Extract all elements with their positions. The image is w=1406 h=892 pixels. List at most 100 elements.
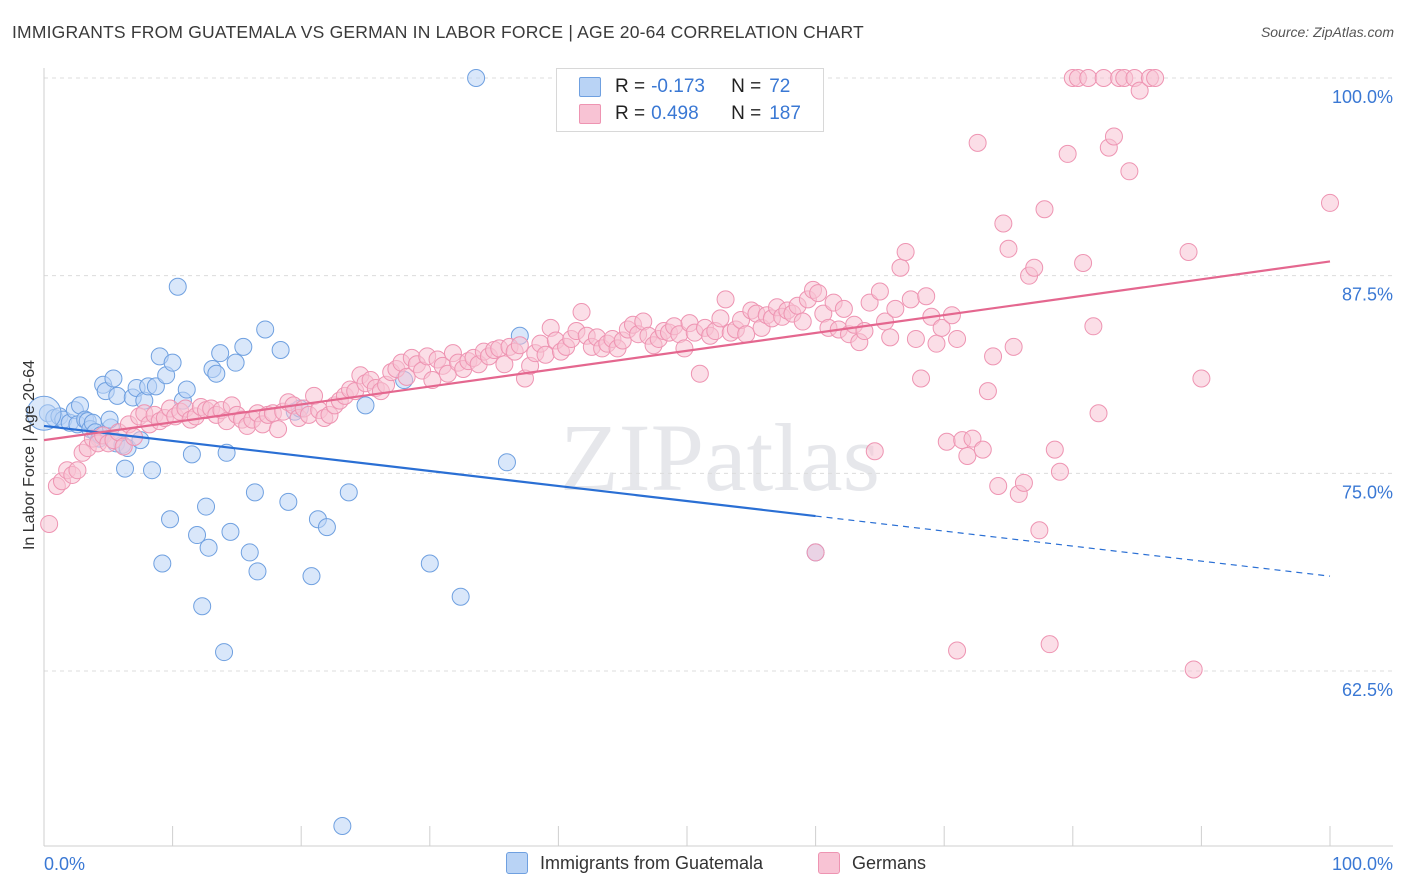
point-germans — [994, 214, 1013, 233]
point-guatemala — [234, 337, 253, 356]
legend-swatch-pink — [579, 104, 601, 124]
legend-label-guatemala: Immigrants from Guatemala — [540, 852, 764, 873]
point-germans — [912, 369, 931, 388]
point-germans — [989, 477, 1008, 496]
point-guatemala — [248, 562, 267, 581]
point-germans — [809, 284, 828, 303]
point-germans — [1089, 404, 1108, 423]
point-germans — [1146, 69, 1165, 87]
axes — [43, 68, 1393, 847]
point-guatemala — [188, 526, 207, 545]
point-guatemala — [182, 445, 201, 464]
y-tick-label: 100.0% — [1332, 87, 1393, 107]
point-germans — [1035, 200, 1054, 219]
point-germans — [973, 440, 992, 459]
legend-n-value: 72 — [769, 76, 791, 97]
point-guatemala — [420, 554, 439, 573]
point-germans — [906, 329, 925, 348]
point-guatemala — [168, 277, 187, 296]
point-guatemala — [211, 344, 230, 363]
point-germans — [999, 239, 1018, 258]
trend-line-guatemala — [43, 424, 816, 518]
point-germans — [495, 355, 514, 374]
source-credit: Source: ZipAtlas.com — [1260, 24, 1394, 40]
legend-r-label: R = — [615, 76, 646, 97]
point-germans — [886, 299, 905, 318]
series-germans — [40, 69, 1339, 679]
chart-title: IMMIGRANTS FROM GUATEMALA VS GERMAN IN L… — [12, 22, 864, 42]
legend-r-value: 0.498 — [651, 103, 699, 124]
point-guatemala — [163, 353, 182, 372]
y-axis-label: In Labor Force | Age 20-64 — [21, 360, 38, 550]
point-germans — [1104, 127, 1123, 146]
point-germans — [1025, 258, 1044, 277]
point-germans — [948, 641, 967, 660]
point-guatemala — [240, 543, 259, 562]
point-guatemala — [317, 518, 336, 537]
point-germans — [1074, 254, 1093, 273]
legend-n-label: N = — [731, 76, 762, 97]
y-tick-label: 87.5% — [1342, 285, 1393, 305]
y-tick-label: 62.5% — [1342, 680, 1393, 700]
point-guatemala — [497, 453, 516, 472]
point-guatemala — [256, 320, 275, 339]
point-germans — [68, 461, 87, 480]
point-germans — [510, 336, 529, 355]
point-germans — [711, 309, 730, 328]
point-germans — [901, 290, 920, 309]
series-legend: Immigrants from Guatemala Germans — [0, 852, 1406, 878]
point-guatemala — [143, 461, 162, 480]
point-guatemala — [279, 492, 298, 511]
legend-label-germans: Germans — [852, 852, 927, 873]
point-guatemala — [104, 369, 123, 388]
point-guatemala — [451, 587, 470, 606]
point-guatemala — [271, 341, 290, 360]
point-germans — [806, 543, 825, 562]
point-guatemala — [146, 377, 165, 396]
point-germans — [1014, 473, 1033, 492]
point-germans — [927, 334, 946, 353]
legend-swatch-blue — [579, 77, 601, 97]
point-germans — [1321, 193, 1339, 212]
point-germans — [793, 312, 812, 331]
point-guatemala — [116, 459, 135, 478]
point-germans — [1120, 162, 1139, 181]
point-guatemala — [221, 522, 240, 541]
point-germans — [1179, 242, 1198, 261]
point-germans — [978, 382, 997, 401]
point-germans — [958, 446, 977, 465]
point-germans — [963, 429, 982, 448]
legend-n-value: 187 — [769, 103, 801, 124]
point-guatemala — [333, 817, 352, 836]
y-tick-label: 75.0% — [1342, 482, 1393, 502]
legend-row-guatemala: R = -0.173 N = 72 — [579, 75, 790, 99]
point-germans — [737, 325, 756, 344]
point-germans — [1079, 69, 1098, 87]
trend-line-germans — [43, 260, 1331, 442]
legend-swatch-pink — [818, 852, 840, 874]
point-guatemala — [100, 410, 119, 429]
point-germans — [536, 345, 555, 364]
legend-n-label: N = — [731, 103, 762, 124]
point-guatemala — [199, 538, 218, 557]
point-guatemala-large — [26, 395, 62, 431]
point-guatemala — [302, 567, 321, 586]
point-guatemala — [245, 483, 264, 502]
legend-item-germans: Germans — [818, 852, 926, 874]
point-guatemala — [207, 364, 226, 383]
point-germans — [716, 290, 735, 309]
trend-lines — [43, 260, 1331, 577]
point-germans — [423, 371, 442, 390]
point-germans — [860, 293, 879, 312]
correlation-legend: R = -0.173 N = 72 R = 0.498 N = 187 — [556, 68, 824, 132]
point-guatemala — [226, 353, 245, 372]
point-germans — [865, 442, 884, 461]
x-tick-label-max: 100.0% — [1332, 854, 1393, 874]
point-germans — [1192, 369, 1211, 388]
point-germans — [984, 347, 1003, 366]
legend-r-label: R = — [615, 103, 646, 124]
legend-item-guatemala: Immigrants from Guatemala — [506, 852, 763, 874]
point-guatemala — [193, 597, 212, 616]
legend-swatch-blue — [506, 852, 528, 874]
point-germans — [870, 282, 889, 301]
